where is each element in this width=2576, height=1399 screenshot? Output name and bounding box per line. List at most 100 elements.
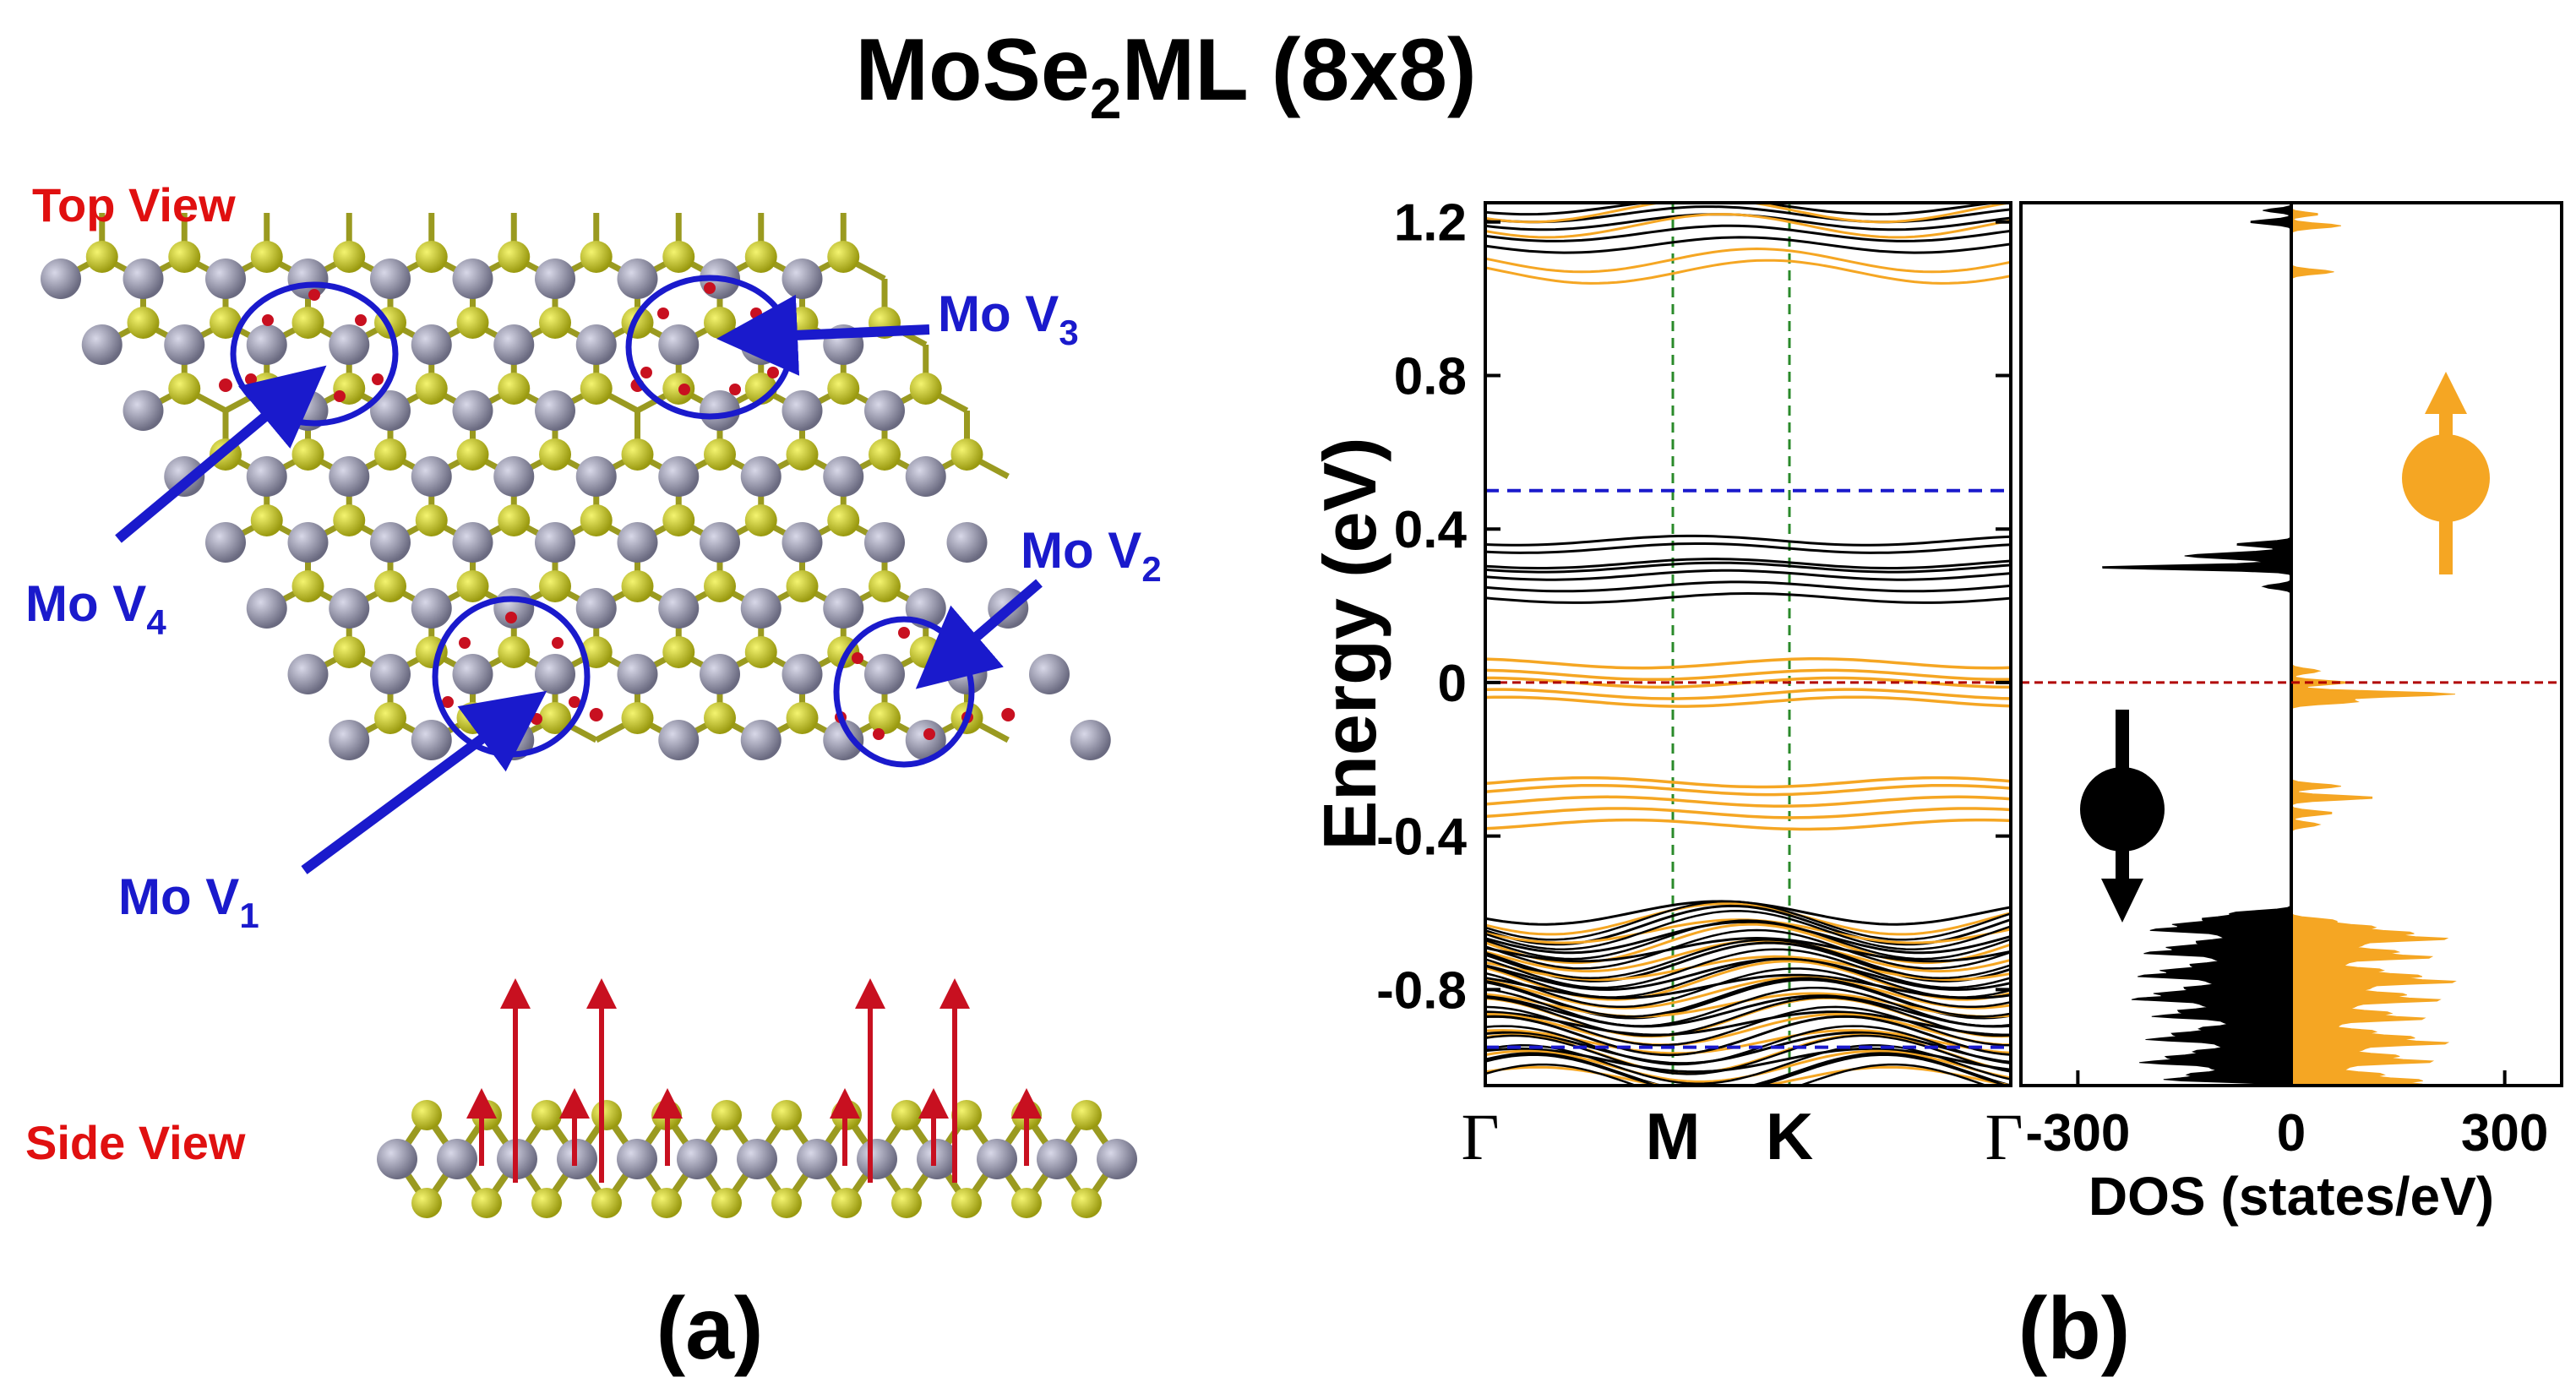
moment-dot bbox=[589, 708, 603, 721]
se-atom bbox=[950, 438, 983, 471]
se-atom bbox=[127, 307, 160, 339]
dos-curve bbox=[2102, 203, 2292, 1086]
band-line bbox=[1485, 236, 2011, 254]
mo-atom bbox=[864, 654, 905, 694]
moment-dot bbox=[219, 378, 232, 392]
se-atom bbox=[869, 570, 901, 602]
mo-atom bbox=[164, 324, 205, 365]
band-line bbox=[1485, 1031, 2011, 1065]
mo-atom bbox=[700, 390, 740, 431]
mo-atom bbox=[535, 522, 575, 563]
band-line bbox=[1485, 900, 2011, 941]
se-atom bbox=[704, 570, 736, 602]
mo-atom bbox=[123, 259, 164, 299]
band-line bbox=[1485, 957, 2011, 999]
band-line bbox=[1485, 967, 2011, 1009]
band-ytick-label: 0.4 bbox=[1394, 501, 1468, 559]
mo-atom bbox=[452, 654, 493, 694]
band-line bbox=[1485, 955, 2011, 982]
se-atom bbox=[771, 1188, 802, 1218]
se-atom bbox=[374, 438, 406, 471]
band-line bbox=[1485, 1025, 2011, 1066]
mo-atom bbox=[575, 324, 617, 365]
se-atom bbox=[250, 241, 283, 273]
se-atom bbox=[539, 702, 571, 734]
mo-atom bbox=[864, 522, 905, 563]
band-line bbox=[1485, 224, 2011, 242]
mo-atom bbox=[411, 720, 452, 760]
band-line bbox=[1485, 657, 2011, 670]
se-atom bbox=[786, 438, 819, 471]
band-line bbox=[1485, 558, 2011, 569]
mo-atom bbox=[575, 456, 617, 497]
se-atom bbox=[621, 570, 654, 602]
mo-atom bbox=[370, 390, 411, 431]
dos-xtick-label: 0 bbox=[2277, 1104, 2306, 1162]
band-line bbox=[1485, 203, 2006, 216]
band-line bbox=[1485, 986, 2011, 1027]
se-atom bbox=[471, 1188, 502, 1218]
panel-b: 1.2 0.8 0.4 0 -0.4 -0.8 Γ M K Γ Energy (eV) -300 0… bbox=[1308, 194, 2563, 1378]
band-line bbox=[1485, 939, 2011, 980]
side-atom-layer bbox=[377, 978, 1137, 1218]
band-frame bbox=[1484, 201, 2012, 1087]
label-mo-v2: Mo V2 bbox=[1021, 522, 1162, 589]
figure-title: MoSe2ML (8x8) bbox=[855, 21, 1476, 131]
band-line bbox=[1485, 923, 2011, 965]
se-atom bbox=[168, 241, 201, 273]
mo-atom bbox=[535, 390, 575, 431]
band-line bbox=[1485, 1053, 2011, 1086]
band-line bbox=[1485, 203, 2011, 224]
moment-dot bbox=[552, 637, 564, 649]
moment-dot bbox=[459, 637, 471, 649]
dos-xlabel: DOS (states/eV) bbox=[2089, 1166, 2494, 1227]
se-atom bbox=[744, 504, 777, 536]
mo-atom bbox=[977, 1139, 1017, 1179]
band-line bbox=[1485, 1047, 2011, 1074]
moment-dot bbox=[442, 696, 454, 708]
se-atom bbox=[411, 1100, 442, 1130]
arrow-v4 bbox=[115, 365, 327, 543]
band-line bbox=[1485, 783, 2011, 797]
mo-atom bbox=[41, 259, 81, 299]
se-atom bbox=[744, 636, 777, 668]
moment-dot bbox=[657, 308, 669, 319]
spin-up-symbol bbox=[2402, 372, 2490, 574]
atom-layer bbox=[41, 241, 1111, 760]
se-atom bbox=[827, 241, 860, 273]
caption-b: (b) bbox=[2018, 1280, 2131, 1378]
se-atom bbox=[291, 570, 324, 602]
band-line bbox=[1485, 941, 2011, 983]
se-atom bbox=[1071, 1100, 1102, 1130]
se-atom bbox=[374, 702, 406, 734]
se-atom bbox=[498, 636, 531, 668]
mo-atom bbox=[782, 654, 823, 694]
mo-atom bbox=[823, 720, 864, 760]
moment-dot bbox=[729, 384, 741, 395]
band-xtick-label: Γ bbox=[1461, 1100, 1499, 1173]
band-line bbox=[1485, 205, 2011, 224]
se-atom bbox=[891, 1188, 922, 1218]
moment-dot bbox=[531, 713, 542, 725]
mo-atom bbox=[1097, 1139, 1137, 1179]
mo-atom bbox=[823, 456, 864, 497]
moment-dot bbox=[1001, 708, 1016, 721]
mo-atom bbox=[411, 456, 452, 497]
moment-dot bbox=[262, 314, 274, 326]
mo-atom bbox=[823, 588, 864, 629]
band-line bbox=[1485, 1052, 2011, 1086]
mo-atom bbox=[797, 1139, 837, 1179]
arrow-v3 bbox=[716, 294, 930, 376]
se-atom bbox=[662, 636, 695, 668]
mo-atom bbox=[493, 324, 535, 365]
band-xtick-label: M bbox=[1646, 1099, 1701, 1173]
moment-dot bbox=[355, 314, 367, 326]
se-atom bbox=[333, 241, 366, 273]
band-line bbox=[1485, 688, 2011, 700]
moment-dot bbox=[334, 390, 346, 402]
dos-xtick-label: 300 bbox=[2461, 1104, 2548, 1162]
band-ytick-label: -0.4 bbox=[1376, 808, 1467, 867]
mo-atom bbox=[370, 522, 411, 563]
band-line bbox=[1485, 910, 2011, 950]
